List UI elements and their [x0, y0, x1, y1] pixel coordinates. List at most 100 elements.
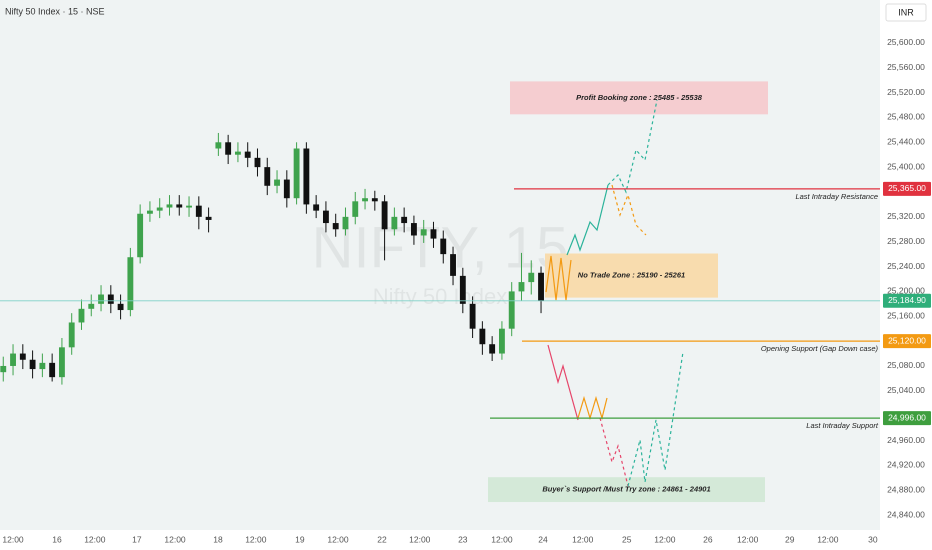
- y-tick-label: 25,280.00: [887, 236, 925, 246]
- candle-body: [489, 344, 496, 354]
- candle-body: [459, 275, 466, 304]
- candle-body: [195, 205, 202, 217]
- currency[interactable]: INR: [898, 7, 914, 17]
- candle-body: [332, 223, 339, 230]
- x-tick-label: 24: [538, 534, 548, 544]
- level-label: Last Intraday Support: [806, 421, 879, 430]
- candle-body: [68, 322, 75, 348]
- candle-body: [98, 294, 104, 304]
- x-tick-label: 19: [295, 534, 305, 544]
- bull-path: [566, 184, 609, 256]
- y-tick-label: 24,960.00: [887, 435, 925, 445]
- y-tick-label: 25,320.00: [887, 211, 925, 221]
- price-tag: [883, 293, 931, 308]
- watermark-name: Nifty 50 Index: [373, 284, 508, 309]
- time-axis: [0, 530, 880, 550]
- y-tick-label: 25,160.00: [887, 311, 925, 321]
- candle-body: [283, 179, 290, 199]
- y-tick-label: 25,080.00: [887, 360, 925, 370]
- zone: [488, 477, 765, 503]
- y-tick-label: 25,400.00: [887, 161, 925, 171]
- x-tick-label: 22: [377, 534, 387, 544]
- x-tick-label: 12:00: [817, 534, 839, 544]
- x-tick-label: 30: [868, 534, 878, 544]
- candle-body: [225, 142, 232, 155]
- x-tick-label: 12:00: [491, 534, 513, 544]
- candle-body: [156, 207, 163, 211]
- candle-body: [146, 210, 153, 214]
- candle-body: [342, 216, 349, 230]
- x-tick-label: 23: [458, 534, 468, 544]
- price-axis: [880, 0, 932, 550]
- y-tick-label: 25,480.00: [887, 112, 925, 122]
- candle-body: [518, 282, 525, 292]
- candle-body: [49, 362, 56, 378]
- zone: [545, 253, 718, 298]
- x-tick-label: 12:00: [572, 534, 594, 544]
- candle-body: [186, 205, 192, 208]
- level-label: Last Intraday Resistance: [795, 192, 878, 201]
- candle-body: [303, 148, 310, 205]
- candle-body: [29, 359, 36, 370]
- candle-body: [508, 291, 515, 329]
- candle-body: [538, 272, 544, 301]
- zone-label: Profit Booking zone : 25485 - 25538: [576, 93, 703, 102]
- candle-body: [362, 198, 368, 202]
- bull-projection: [607, 99, 658, 194]
- candle-body: [166, 204, 173, 208]
- y-tick-label: 25,560.00: [887, 62, 925, 72]
- y-tick-label: 24,840.00: [887, 509, 925, 519]
- price-tag-label: 24,996.00: [888, 412, 926, 422]
- x-tick-label: 12:00: [84, 534, 106, 544]
- candle-body: [244, 151, 251, 158]
- watermark-symbol: NIFTY, 15: [312, 215, 569, 280]
- y-tick-label: 24,880.00: [887, 484, 925, 494]
- recovery-projection: [627, 351, 684, 487]
- candle-body: [78, 308, 85, 323]
- candle-body: [391, 216, 398, 230]
- bear-path: [547, 344, 579, 421]
- currency-button[interactable]: [885, 3, 927, 22]
- candle-body: [58, 347, 65, 378]
- x-tick-label: 16: [52, 534, 62, 544]
- y-tick-label: 25,200.00: [887, 286, 925, 296]
- candle-body: [137, 213, 144, 258]
- price-tag: [883, 411, 931, 426]
- x-tick-label: 25: [622, 534, 632, 544]
- candle-body: [352, 201, 359, 217]
- candle-body: [313, 204, 320, 211]
- x-tick-label: 12:00: [654, 534, 676, 544]
- candle-body: [381, 201, 388, 230]
- candle-body: [107, 294, 114, 304]
- candle-body: [254, 157, 261, 168]
- y-tick-label: 25,040.00: [887, 385, 925, 395]
- x-tick-label: 29: [785, 534, 795, 544]
- candle-body: [10, 353, 16, 366]
- candle-body: [528, 272, 535, 283]
- price-tag-label: 25,365.00: [888, 183, 926, 193]
- candle-body: [264, 167, 271, 186]
- price-tag: [883, 181, 931, 196]
- x-tick-label: 18: [213, 534, 223, 544]
- price-tag: [883, 334, 931, 349]
- candle-body: [215, 142, 222, 149]
- candle-body: [88, 303, 95, 309]
- candle-body: [498, 328, 505, 354]
- zone: [510, 81, 768, 115]
- candle-body: [410, 223, 417, 236]
- candle-body: [430, 229, 437, 239]
- candle-body: [322, 210, 329, 224]
- candle-body: [19, 353, 26, 360]
- candle-body: [293, 148, 300, 199]
- candle-body: [469, 303, 476, 329]
- zone-label: No Trade Zone : 25190 - 25261: [578, 271, 685, 280]
- candle-body: [0, 365, 7, 373]
- x-tick-label: 12:00: [2, 534, 24, 544]
- candle-body: [420, 229, 427, 236]
- bear-projection: [599, 417, 629, 487]
- candle-body: [450, 254, 456, 276]
- support-range: [577, 395, 608, 421]
- candle-body: [440, 238, 447, 255]
